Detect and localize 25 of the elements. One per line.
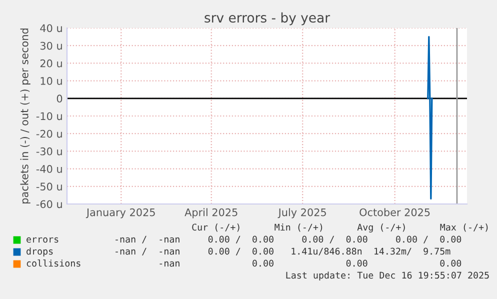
y-tick-label: 40 u: [40, 24, 62, 32]
y-tick-label: -20 u: [36, 130, 62, 138]
chart-title: srv errors - by year: [204, 12, 330, 26]
x-tick-label: July 2025: [278, 208, 326, 218]
x-tick-label: April 2025: [184, 208, 238, 218]
text: Last update: Tue Dec 16 19:55:07 2025: [286, 272, 489, 280]
text: -nan 0.00 0.00 0.00: [160, 260, 462, 267]
legend-label: drops: [26, 248, 53, 256]
y-tick-label: 0: [56, 94, 62, 103]
y-tick-label: 30 u: [40, 42, 62, 50]
y-tick-label: -10 u: [36, 112, 62, 120]
legend-label: errors: [26, 237, 58, 243]
y-tick-label: -40 u: [36, 165, 62, 173]
y-tick-label: -60 u: [36, 200, 62, 208]
x-tick-label: October 2025: [360, 208, 430, 216]
legend-label: collisions: [26, 260, 80, 267]
text: -nan / -nan 0.00 / 0.00 0.00 / 0.00 0.00 / 0.00: [116, 236, 462, 244]
y-tick-label: 20 u: [40, 59, 62, 68]
text: -nan / -nan 0.00 / 0.00 1.41u/846.88n 14.32m/ 9.75m: [116, 248, 450, 256]
text: Cur (-/+) Min (-/+) Avg (-/+) Max (-/+): [192, 224, 488, 232]
y-tick-label: 10 u: [40, 77, 62, 85]
y-tick-label: -30 u: [36, 147, 62, 156]
y-tick-label: -50 u: [36, 182, 62, 191]
x-tick-label: January 2025: [86, 208, 155, 218]
y-axis-title: packets in (-) / out (+) per second: [20, 28, 30, 204]
